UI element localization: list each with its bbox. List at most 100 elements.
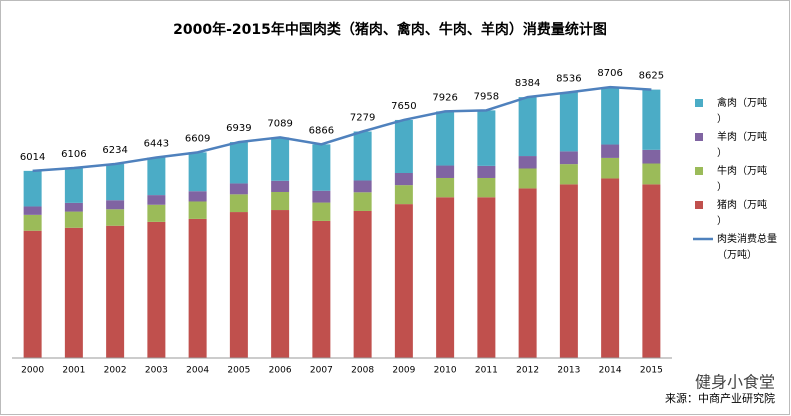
bar-segment [601,87,620,145]
bar-segment [559,184,578,358]
bar-segment [188,218,207,358]
bar-segment [477,197,496,358]
bar-segment [394,173,413,186]
bar-segment [64,211,83,228]
data-label: 6443 [144,139,169,150]
legend-swatch [695,133,703,141]
bar-segment [518,97,537,157]
data-label: 8536 [556,73,581,84]
bar-segment [601,157,620,179]
bar-segment [601,178,620,358]
bar-segment [436,165,455,178]
x-tick-label: 2003 [145,366,168,376]
legend-label: 羊肉（万吨） [717,130,767,159]
x-tick-label: 2001 [62,366,85,376]
bar-segment [147,195,166,205]
bar-segment [23,206,42,215]
bar-segment [229,212,248,358]
bar-segment [518,156,537,169]
bar-segment [147,204,166,222]
data-label: 8706 [597,68,622,79]
data-label: 7650 [391,101,416,112]
data-label: 6609 [185,133,210,144]
bar-segment [436,197,455,358]
x-tick-label: 2011 [475,366,498,376]
legend-swatch [695,201,703,209]
bar-segment [518,188,537,358]
bar-segment [394,185,413,205]
legend-label: 猪肉（万吨） [717,198,767,227]
data-label: 7958 [474,91,499,102]
bar-segment [394,119,413,174]
bar-segment [188,191,207,202]
bar-segment [229,183,248,195]
data-label: 6866 [309,125,334,136]
bar-segment [642,184,661,358]
x-tick-label: 2006 [269,366,292,376]
bar-segment [64,167,83,203]
data-label: 8625 [639,71,664,82]
bar-segment [229,194,248,213]
bar-segment [642,163,661,185]
legend-label: 禽肉（万吨） [717,96,767,125]
data-label: 6939 [226,123,251,134]
bar-segment [601,144,620,158]
bar-segment [436,177,455,198]
bar-segment [106,225,125,358]
bar-segment [271,210,290,358]
chart-title: 2000年-2015年中国肉类（猪肉、禽肉、牛肉、羊肉）消费量统计图 [173,21,607,38]
bar-segment [147,221,166,358]
total-line [32,85,652,173]
bar-segment [312,144,331,191]
bar-segment [312,190,331,203]
legend-label: 肉类消费总量（万吨） [717,232,777,261]
bar-segment [64,227,83,358]
bar-segment [353,180,372,193]
data-label: 7089 [267,118,292,129]
x-tick-label: 2000 [21,366,44,376]
bar-segment [271,191,290,211]
bar-segment [271,180,290,192]
x-tick-label: 2014 [599,366,622,376]
bar-segment [23,170,42,207]
watermark: 健身小食堂 [695,373,775,392]
bar-segment [106,200,125,210]
bar-segment [518,168,537,189]
legend-swatch [695,167,703,175]
bar-segment [477,165,496,178]
bar-segment [106,209,125,226]
bar-segment [312,220,331,358]
bar-segment [188,201,207,219]
data-label: 6014 [20,152,45,163]
x-tick-label: 2009 [392,366,415,376]
bar-segment [271,137,290,181]
bar-segment [353,210,372,358]
data-label: 7926 [432,92,457,103]
bar-segment [312,202,331,221]
x-tick-label: 2002 [104,366,127,376]
x-tick-label: 2013 [557,366,580,376]
legend-swatch [695,99,703,107]
x-tick-label: 2012 [516,366,539,376]
bar-segment [23,230,42,358]
bar-segment [477,177,496,198]
data-label: 7279 [350,112,375,123]
data-label: 6106 [61,149,86,160]
legend-label: 牛肉（万吨） [717,164,767,193]
x-tick-label: 2004 [186,366,209,376]
x-tick-label: 2005 [227,366,250,376]
x-tick-label: 2010 [434,366,457,376]
bar-segment [559,151,578,165]
bar-segment [642,89,661,150]
bar-segment [642,149,661,164]
data-label: 8384 [515,78,540,89]
bar-segment [477,110,496,166]
bar-segment [229,142,248,184]
x-tick-label: 2007 [310,366,333,376]
bar-segment [559,164,578,185]
bar-segment [394,204,413,358]
bar-segment [147,157,166,196]
source: 来源：中商产业研究院 [665,391,775,405]
x-tick-label: 2008 [351,366,374,376]
